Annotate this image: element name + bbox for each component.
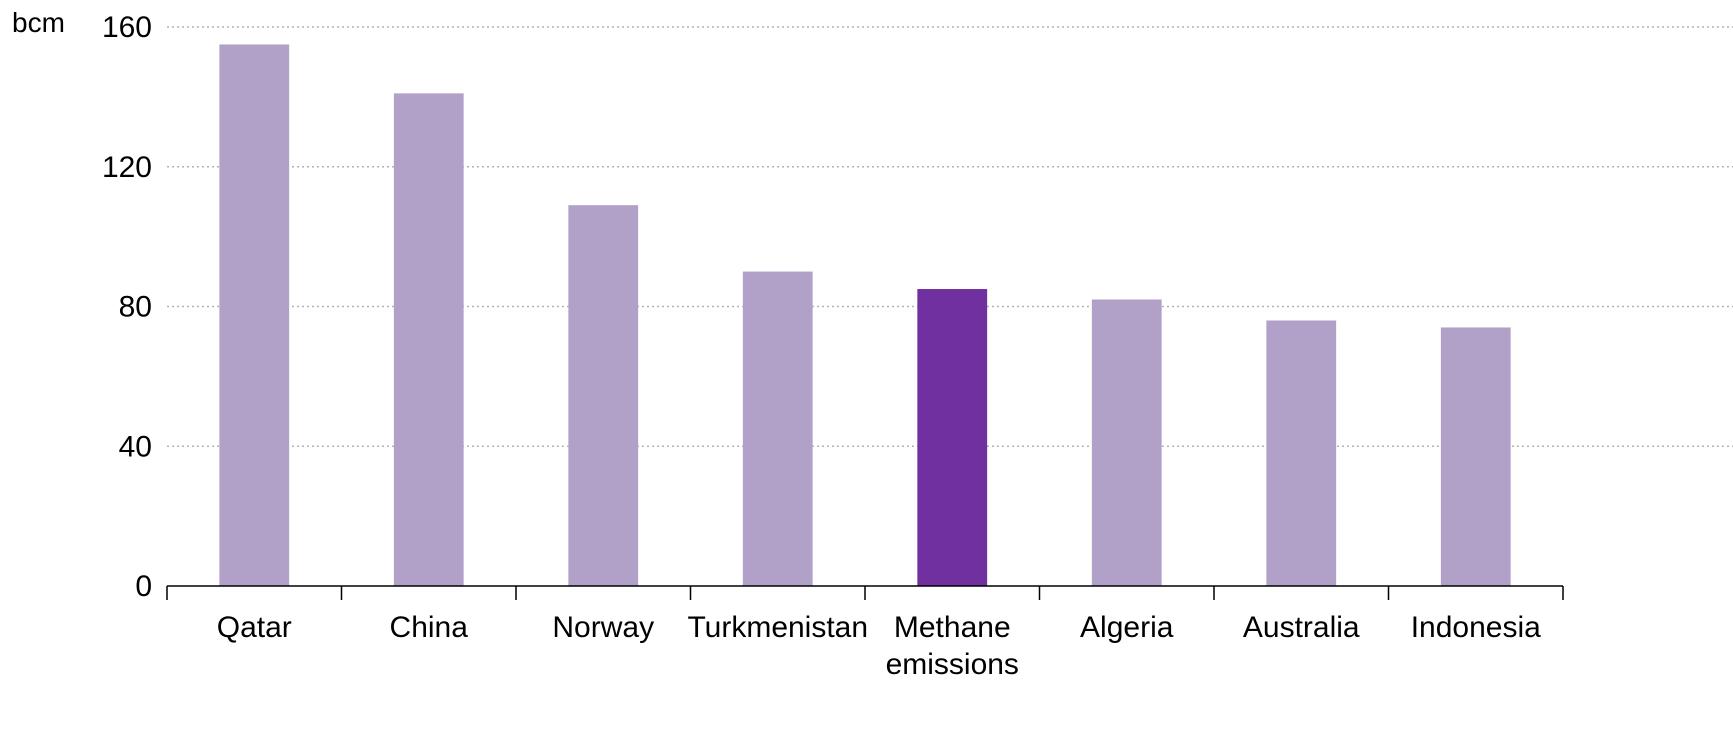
x-category-label: Turkmenistan bbox=[687, 611, 868, 644]
bar-algeria bbox=[1091, 299, 1162, 586]
x-category-label: Norway bbox=[552, 611, 654, 644]
x-category-label-line: Algeria bbox=[1080, 611, 1174, 644]
x-category-label-line: China bbox=[390, 611, 469, 644]
y-tick-label: 80 bbox=[119, 291, 152, 324]
x-category-label-line: Indonesia bbox=[1411, 611, 1541, 644]
bar-norway bbox=[568, 205, 639, 586]
bar-methane-emissions bbox=[917, 289, 988, 586]
x-category-label-line: Qatar bbox=[217, 611, 292, 644]
y-tick-labels: 0 40 80 120 160 bbox=[102, 11, 152, 603]
y-tick-label: 120 bbox=[102, 151, 152, 184]
x-category-label: Qatar bbox=[217, 611, 292, 644]
x-category-label-line: emissions bbox=[886, 648, 1019, 681]
bar-china bbox=[393, 93, 464, 586]
x-category-label: Australia bbox=[1243, 611, 1360, 644]
bar-indonesia bbox=[1440, 327, 1511, 586]
bars bbox=[219, 44, 1511, 586]
y-axis-unit-label: bcm bbox=[12, 7, 65, 38]
bar-turkmenistan bbox=[742, 271, 813, 586]
x-category-label-line: Turkmenistan bbox=[687, 611, 868, 644]
x-category-labels: Qatar China Norway Turkmenistan Methane emiss… bbox=[217, 611, 1541, 681]
x-category-label-line: Australia bbox=[1243, 611, 1360, 644]
y-tick-label: 0 bbox=[135, 570, 152, 603]
bar-australia bbox=[1266, 320, 1337, 586]
x-category-label-line: Norway bbox=[552, 611, 654, 644]
y-tick-label: 40 bbox=[119, 430, 152, 463]
x-category-label: China bbox=[390, 611, 469, 644]
x-category-label: Methane emissions bbox=[886, 611, 1019, 681]
axes bbox=[166, 585, 1564, 600]
bar-qatar bbox=[219, 44, 290, 586]
x-category-label-line: Methane bbox=[894, 611, 1011, 644]
x-category-label: Indonesia bbox=[1411, 611, 1541, 644]
y-tick-label: 160 bbox=[102, 11, 152, 44]
x-category-label: Algeria bbox=[1080, 611, 1174, 644]
